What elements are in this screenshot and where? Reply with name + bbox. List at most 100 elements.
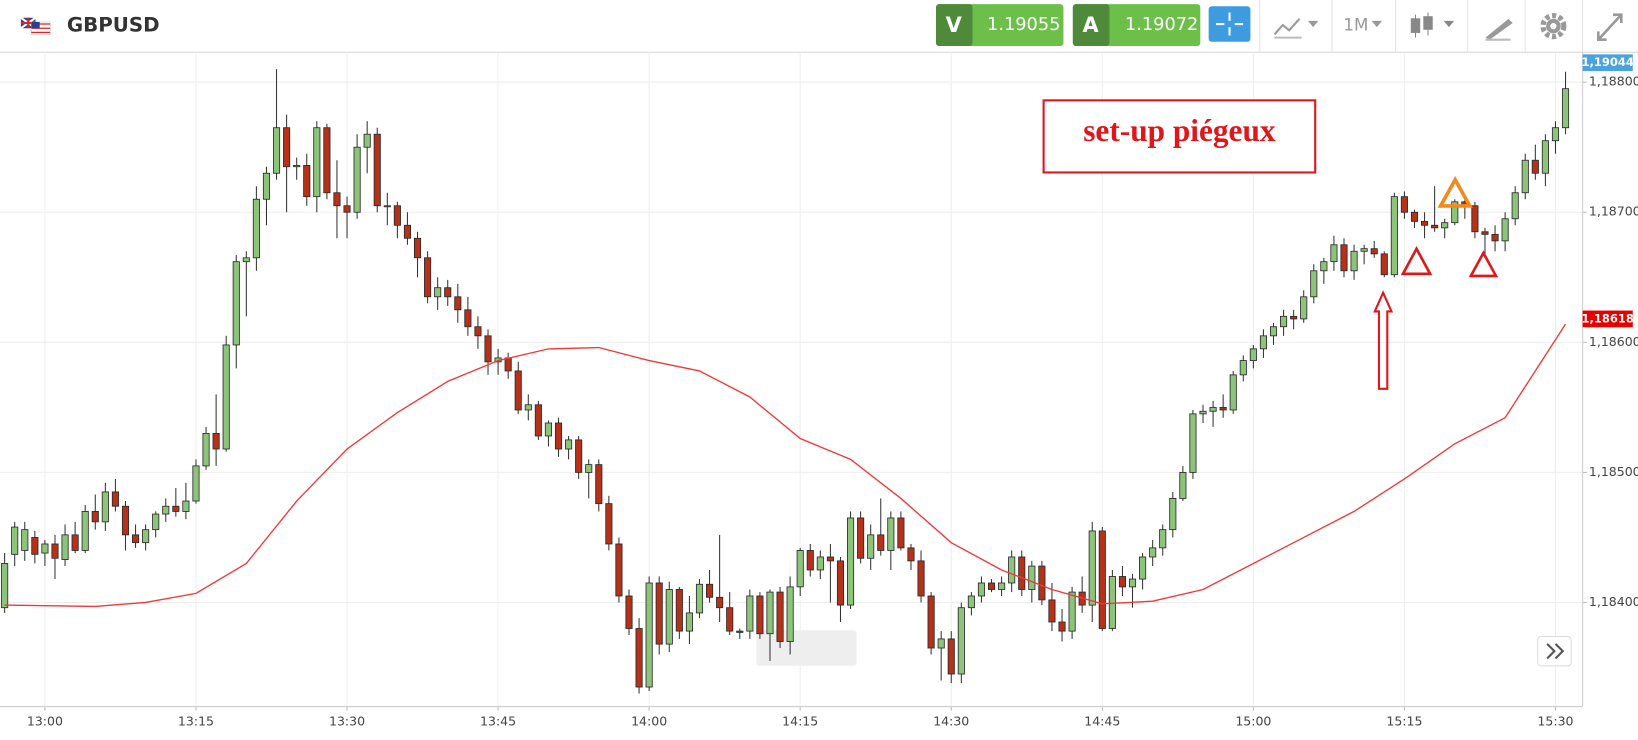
candle-body: [444, 287, 452, 298]
candle-body: [1350, 250, 1358, 272]
candle-body: [716, 596, 724, 609]
candle-body: [605, 503, 613, 545]
candle-body: [1340, 244, 1348, 272]
candle-body: [1008, 556, 1016, 584]
candle-body: [1219, 406, 1227, 411]
candle-body: [967, 595, 975, 609]
candle-body: [1179, 471, 1187, 499]
candle-body: [706, 583, 714, 598]
fullscreen-button[interactable]: [1596, 13, 1623, 42]
candle-body: [786, 586, 794, 642]
candle-body: [323, 127, 331, 194]
candle-body: [1541, 140, 1549, 174]
candle-body: [665, 589, 673, 645]
candle-body: [816, 556, 824, 571]
buy-price: 1.19072: [1125, 15, 1198, 35]
chart-type-button[interactable]: [1273, 18, 1319, 39]
candle-body: [977, 582, 986, 597]
drawing-button[interactable]: [1485, 18, 1513, 41]
triangle-marker: [1437, 176, 1473, 208]
grid: 1,18400 1,18500 1,18600 1,18700 1,18800 13:00…: [0, 52, 1638, 729]
candle-body: [615, 543, 623, 597]
candles: [1, 69, 1570, 694]
x-tick-label: 14:00: [631, 714, 667, 729]
candle-body: [1239, 360, 1247, 376]
candle-body: [313, 127, 321, 198]
candle-body: [212, 432, 220, 450]
candle-body: [353, 146, 361, 213]
candle-body: [776, 591, 784, 642]
candle-body: [1320, 261, 1328, 272]
candle-body: [736, 630, 744, 633]
candle-body: [826, 556, 834, 562]
candle-body: [1018, 556, 1026, 590]
candle-body: [544, 422, 552, 437]
candle-body: [1501, 218, 1509, 242]
candle-body: [1451, 201, 1459, 224]
settings-button[interactable]: [1540, 13, 1567, 40]
sell-label: V: [946, 13, 963, 37]
candle-body: [1491, 233, 1499, 242]
candle-body: [746, 595, 754, 632]
candle-body: [1471, 205, 1479, 233]
candle-body: [836, 560, 845, 606]
candle-body: [1128, 578, 1137, 588]
candle-body: [645, 582, 653, 688]
annotation-box: [1042, 99, 1317, 174]
y-tick-label: 1,18700: [1589, 204, 1638, 219]
candle-body: [1511, 192, 1519, 220]
candle-body: [1551, 127, 1560, 142]
candle-body: [857, 517, 865, 559]
candle-body: [675, 589, 683, 632]
candle-body: [595, 464, 603, 505]
candle-body: [1521, 159, 1529, 194]
candle-body: [424, 257, 432, 298]
candle-body: [1481, 231, 1489, 235]
candle-body: [504, 357, 512, 372]
candle-body: [51, 543, 59, 559]
sell-button[interactable]: V 1.19055: [936, 4, 1064, 46]
crosshair-button[interactable]: [1208, 6, 1251, 42]
price-tag: [1582, 54, 1633, 72]
candle-body: [1410, 211, 1419, 222]
candle-body: [1058, 621, 1066, 632]
candle-body: [121, 505, 130, 536]
candle-body: [31, 537, 39, 555]
candle-body: [363, 133, 371, 148]
candle-body: [877, 534, 885, 551]
price-tag: [1582, 310, 1633, 328]
buy-button[interactable]: A 1.19072: [1072, 4, 1201, 46]
triangle-marker: [1468, 250, 1499, 278]
candle-body: [303, 165, 311, 198]
candle-body: [1269, 326, 1278, 337]
x-tick-label: 13:45: [480, 714, 516, 729]
tooltip-placeholder: [756, 630, 857, 666]
header: [0, 0, 1638, 53]
timeframe-button[interactable]: 1M: [1343, 15, 1383, 35]
candle-body: [413, 237, 422, 259]
annotation-text: set-up piégeux: [1083, 113, 1276, 148]
x-tick-label: 15:00: [1235, 714, 1271, 729]
candle-body: [1300, 296, 1308, 320]
x-tick-label: 14:45: [1084, 714, 1120, 729]
candle-body: [232, 261, 240, 346]
sell-price: 1.19055: [987, 15, 1060, 35]
candle-body: [1561, 88, 1570, 129]
triangle-marker: [1400, 246, 1433, 276]
candle-body: [927, 595, 935, 649]
candle-body: [726, 607, 734, 632]
candle-body: [91, 511, 99, 523]
candle-body: [1390, 196, 1398, 276]
candle-body: [887, 517, 895, 551]
candle-body: [81, 511, 89, 551]
x-tick-label: 15:15: [1386, 714, 1422, 729]
scroll-right-button[interactable]: [1537, 636, 1572, 667]
price-tag-label: 1,19044: [1582, 55, 1634, 69]
candle-body: [524, 404, 532, 411]
candle-body: [1531, 159, 1539, 174]
candle-type-button[interactable]: [1410, 12, 1455, 38]
candle-body: [464, 309, 472, 328]
candle-body: [1360, 248, 1368, 252]
price-tag-label: 1,18618: [1582, 311, 1634, 325]
candle-body: [1290, 315, 1298, 320]
